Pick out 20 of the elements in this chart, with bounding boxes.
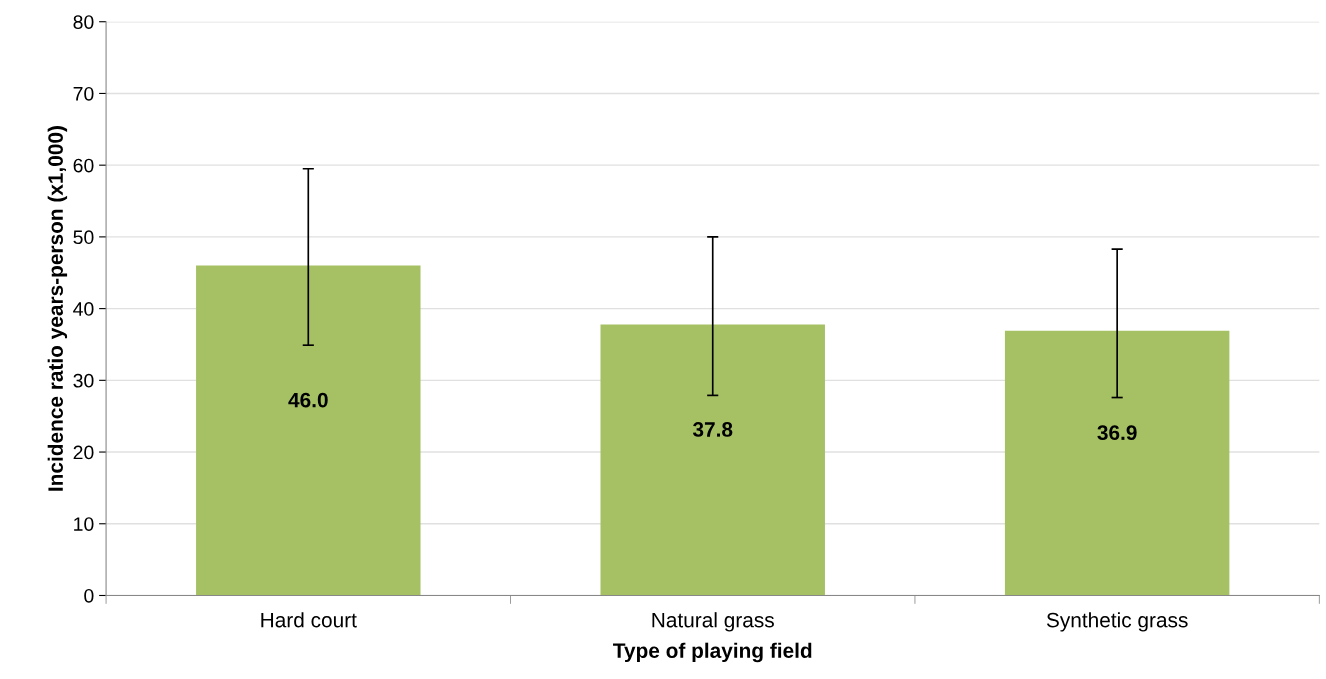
- bar: [196, 265, 421, 596]
- data-label: 46.0: [288, 392, 328, 408]
- y-tick-label: 80: [73, 15, 94, 29]
- y-tick-label: 50: [73, 230, 94, 245]
- y-tick-label: 20: [73, 445, 94, 460]
- y-tick-label: 0: [84, 588, 94, 603]
- y-tick-label: 70: [73, 86, 94, 101]
- x-tick-label: Hard court: [261, 612, 357, 628]
- y-tick-label: 60: [73, 158, 94, 173]
- y-tick-label: 10: [74, 517, 94, 531]
- x-tick-label: Synthetic grass: [1046, 612, 1188, 632]
- x-axis-title: Type of playing field: [613, 642, 812, 663]
- y-tick-label: 40: [73, 302, 94, 316]
- x-tick-label: Natural grass: [652, 612, 774, 632]
- y-tick-label: 30: [73, 373, 94, 388]
- data-label: 37.8: [692, 422, 733, 437]
- bar: [1004, 330, 1230, 596]
- y-axis-title: Incidence ratio years-person (x1,000): [47, 126, 68, 491]
- data-label: 36.9: [1097, 425, 1137, 441]
- bar: [600, 324, 825, 596]
